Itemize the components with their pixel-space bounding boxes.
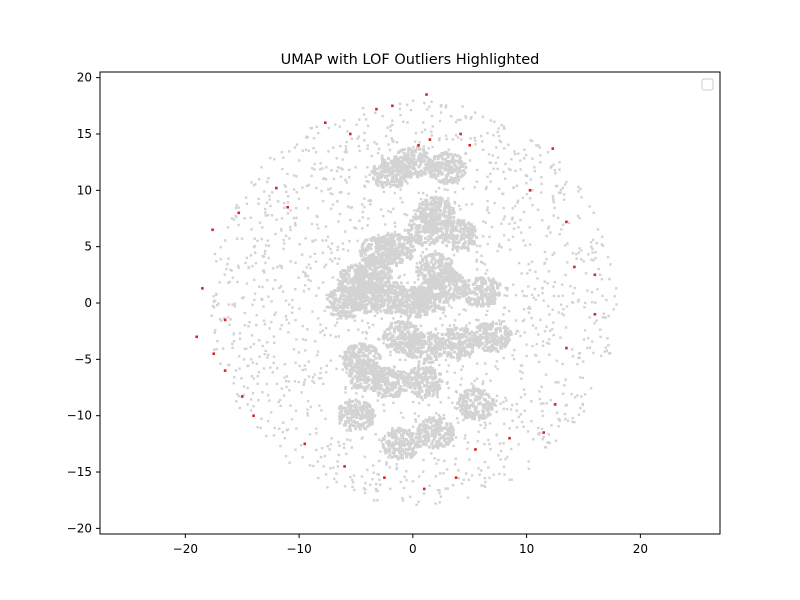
y-tick-label: −5 xyxy=(74,352,92,366)
y-tick-label: 10 xyxy=(77,183,92,197)
outlier-point xyxy=(375,107,378,111)
outlier-point xyxy=(303,442,307,446)
inlier-cluster xyxy=(415,416,455,450)
x-tick-label: 0 xyxy=(409,542,417,556)
outlier-point xyxy=(201,287,204,290)
chart-title: UMAP with LOF Outliers Highlighted xyxy=(281,52,540,68)
outlier-point xyxy=(211,228,214,232)
outlier-point xyxy=(508,436,511,440)
legend xyxy=(701,78,714,91)
axes-layer: −20 −10 0 10 20 −20 −15 −10 −5 0 5 10 15 20 xyxy=(67,71,648,556)
points-layer xyxy=(195,93,618,507)
outlier-point xyxy=(223,318,227,322)
outlier-point xyxy=(195,335,198,339)
legend-box xyxy=(701,78,714,91)
outlier-point xyxy=(383,476,386,479)
outlier-point xyxy=(593,312,597,316)
outlier-point xyxy=(223,369,227,372)
inlier-cluster xyxy=(381,426,422,461)
outlier-point xyxy=(252,414,255,417)
inlier-cluster xyxy=(438,218,479,253)
outlier-point xyxy=(454,476,458,479)
inlier-cluster xyxy=(415,252,455,286)
outlier-point xyxy=(428,138,432,141)
outlier-point xyxy=(275,186,278,190)
x-tick-label: 20 xyxy=(633,542,648,556)
outlier-point xyxy=(468,143,472,147)
outlier-point xyxy=(528,189,532,192)
outlier-point xyxy=(286,205,290,209)
x-tick-label: −20 xyxy=(173,542,198,556)
inlier-cluster xyxy=(369,280,409,315)
outlier-point xyxy=(474,448,477,451)
y-tick-label: −20 xyxy=(67,521,92,535)
outlier-point xyxy=(425,93,428,96)
outlier-point xyxy=(573,265,576,269)
inlier-halo xyxy=(210,99,618,507)
y-tick-label: 0 xyxy=(84,296,92,310)
y-tick-label: 15 xyxy=(77,127,92,141)
x-tick-label: 10 xyxy=(519,542,534,556)
inlier-cluster xyxy=(381,320,422,354)
outlier-point xyxy=(348,132,352,136)
outlier-point xyxy=(593,273,597,277)
outlier-point xyxy=(422,487,426,491)
outlier-point xyxy=(417,143,420,147)
outlier-point xyxy=(542,431,545,434)
inlier-cluster xyxy=(370,156,410,189)
outlier-point xyxy=(343,465,346,468)
y-tick-label: −10 xyxy=(67,409,92,423)
plot-frame xyxy=(99,71,721,535)
inlier-cluster xyxy=(375,232,417,266)
outlier-point xyxy=(240,395,244,398)
y-tick-label: 20 xyxy=(77,71,92,85)
x-tick-label: −10 xyxy=(286,542,311,556)
outlier-point xyxy=(551,147,555,150)
y-tick-label: −15 xyxy=(67,465,92,479)
inlier-cluster xyxy=(472,321,513,353)
outlier-point xyxy=(565,220,568,224)
outlier-point xyxy=(212,352,216,356)
outlier-point xyxy=(459,132,462,136)
outlier-point xyxy=(237,211,241,215)
outlier-point xyxy=(323,121,327,125)
inlier-cluster xyxy=(426,150,468,185)
y-tick-label: 5 xyxy=(84,240,92,254)
inlier-cluster xyxy=(455,387,496,421)
outlier-point xyxy=(553,403,557,406)
outlier-point xyxy=(391,104,394,108)
plot-area xyxy=(100,72,720,534)
outlier-point xyxy=(565,346,568,350)
